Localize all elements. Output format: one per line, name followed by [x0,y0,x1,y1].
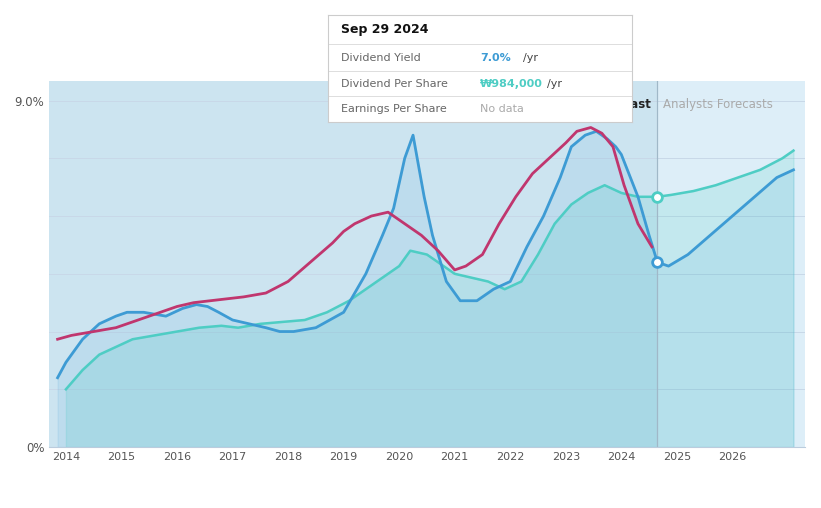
Text: Earnings Per Share: Earnings Per Share [341,104,447,114]
Text: Dividend Per Share: Dividend Per Share [341,79,447,88]
Text: Sep 29 2024: Sep 29 2024 [341,23,428,36]
Text: Past: Past [623,98,652,111]
Text: /yr: /yr [523,53,538,63]
Bar [658,81,805,447]
Text: Analysts Forecasts: Analysts Forecasts [663,98,773,111]
Text: ₩984,000: ₩984,000 [480,79,544,88]
Bar [49,81,658,447]
Text: /yr: /yr [547,79,562,88]
Text: No data: No data [480,104,524,114]
Text: 7.0%: 7.0% [480,53,511,63]
Text: Dividend Yield: Dividend Yield [341,53,420,63]
